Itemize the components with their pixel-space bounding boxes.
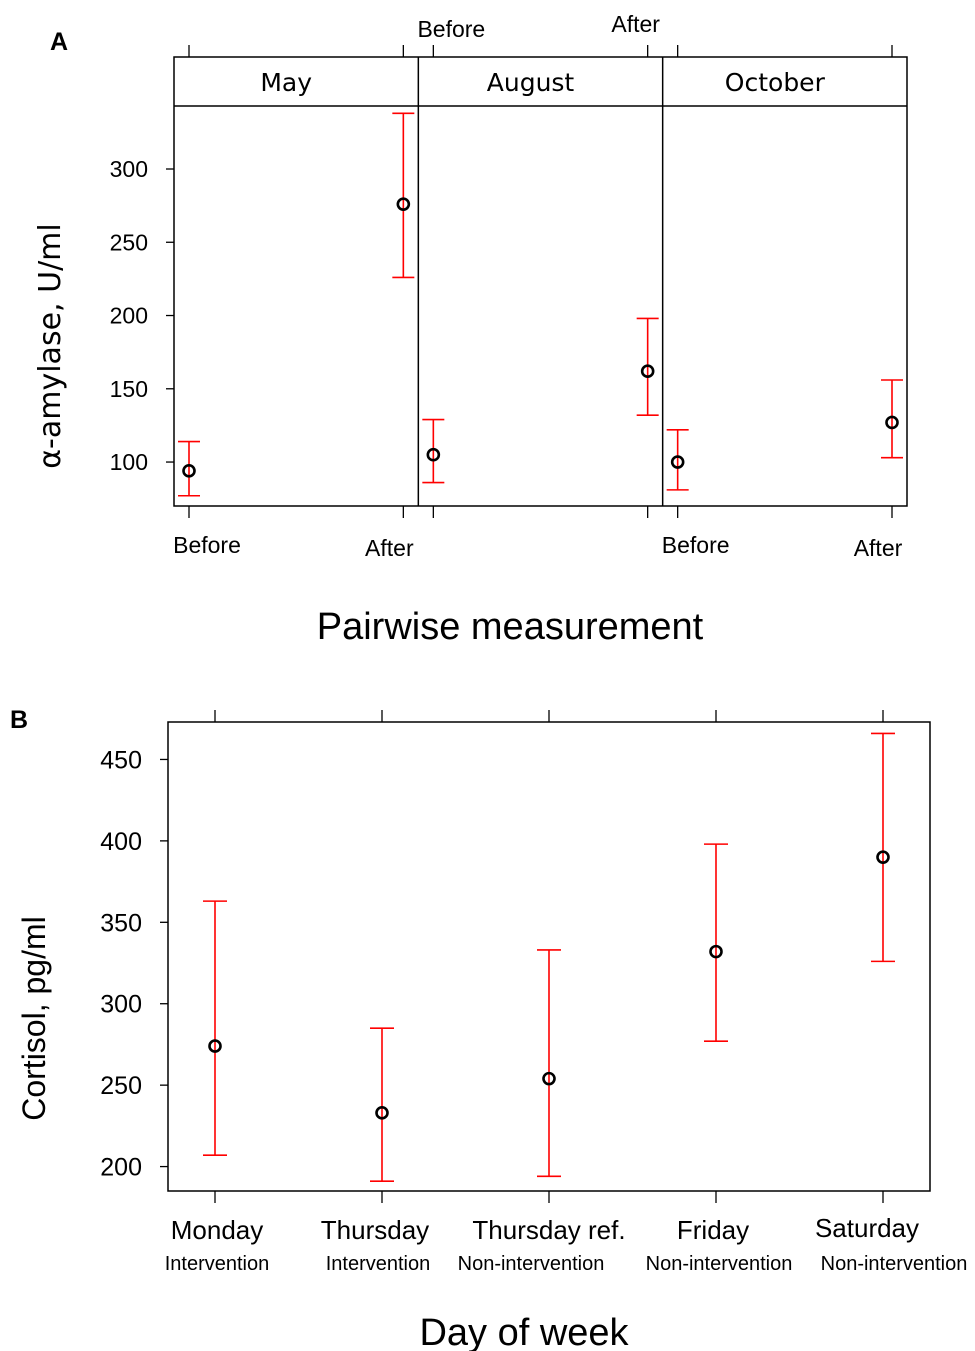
y-axis-label-a: α-amylase, U/ml (33, 223, 68, 468)
x-tick-label-a: Before (662, 532, 730, 558)
y-tick-label-b: 250 (100, 1072, 142, 1100)
data-point-a-0-1 (396, 197, 411, 211)
panel-a-label: A (50, 28, 68, 56)
x-axis-label-a: Pairwise measurement (317, 606, 704, 648)
x-tick-label-a: After (365, 535, 414, 561)
x-axis-label-b: Day of week (419, 1312, 629, 1351)
y-tick-label-a: 250 (110, 229, 148, 255)
data-point-a-2-1 (885, 415, 899, 430)
x-sublabel-b: Non-intervention (458, 1253, 605, 1275)
y-tick-label-b: 200 (100, 1154, 142, 1182)
y-tick-label-b: 450 (100, 746, 142, 774)
y-tick-label-b: 400 (100, 828, 142, 856)
x-tick-label-a: After (854, 535, 903, 561)
x-sublabel-b: Non-intervention (646, 1253, 793, 1275)
x-sublabel-b: Non-intervention (821, 1253, 968, 1275)
data-point-b-3 (709, 944, 723, 959)
panel-b-label: B (10, 706, 28, 734)
data-point-a-0-0 (182, 464, 196, 478)
chart-b-cortisol: 200 250 300 350 400 450 Cortisol, pg/ml Monday I… (16, 710, 967, 1351)
x-tick-label-b: Thursday (321, 1215, 429, 1245)
y-axis-label-b: Cortisol, pg/ml (16, 916, 52, 1121)
plot-frame-a (173, 56, 908, 507)
y-tick-label-a: 100 (110, 449, 148, 475)
x-sublabel-b: Intervention (326, 1253, 431, 1275)
x-tick-label-b: Thursday ref. (472, 1215, 625, 1245)
y-tick-label-a: 300 (110, 156, 148, 182)
strip-label-may: May (260, 68, 312, 97)
data-point-a-1-1 (640, 364, 655, 379)
x-sublabel-b: Intervention (165, 1253, 270, 1275)
y-tick-label-a: 150 (110, 376, 148, 402)
x-tick-label-a: After (611, 11, 660, 37)
data-point-b-1 (375, 1106, 389, 1120)
x-tick-label-b: Monday (171, 1215, 264, 1245)
strip-label-august: August (487, 68, 575, 97)
y-tick-label-b: 300 (100, 991, 142, 1019)
x-tick-label-a: Before (417, 16, 485, 42)
data-point-b-4 (876, 850, 890, 864)
y-tick-label-a: 200 (110, 303, 148, 329)
x-tick-label-b: Friday (677, 1215, 749, 1245)
y-tick-label-b: 350 (100, 909, 142, 937)
data-point-b-2 (542, 1071, 556, 1086)
x-tick-label-a: Before (173, 532, 241, 558)
data-point-b-0 (208, 1039, 222, 1053)
x-tick-label-b: Saturday (815, 1213, 919, 1243)
strip-label-october: October (725, 68, 826, 97)
data-point-a-2-0 (670, 455, 685, 469)
data-point-a-1-0 (426, 447, 441, 462)
